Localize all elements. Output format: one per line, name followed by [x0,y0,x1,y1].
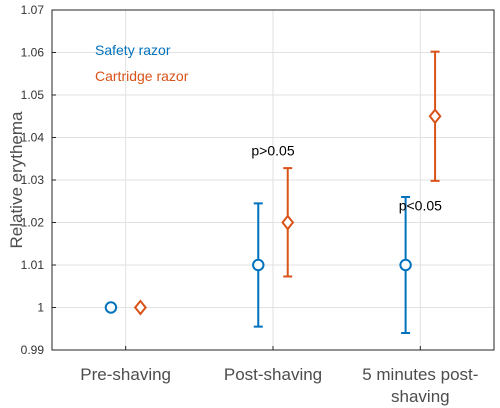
p-value-annotation: p>0.05 [251,142,294,158]
y-axis-title: Relative erythema [7,111,26,249]
p-value-annotation: p<0.05 [399,198,442,214]
data-point-diamond [133,299,147,316]
annotations: p>0.05 p<0.05 [251,142,442,213]
plot-border [51,9,495,351]
x-category-label: 5 minutes post-shaving [362,365,478,406]
data-point-diamond [281,214,295,231]
legend-entry: Safety razor [95,42,171,58]
legend-entry: Cartridge razor [95,68,189,84]
y-tick-label: 0.99 [21,343,45,357]
x-category-labels: Pre-shaving Post-shaving 5 minutes post-sh… [80,365,478,406]
x-category-label: Post-shaving [224,365,322,384]
y-tick-label: 1.07 [21,3,45,17]
y-tick-label: 1.06 [21,46,45,60]
y-tick-label: 1.05 [21,88,45,102]
y-tick-label: 1.04 [21,131,45,145]
data-point-diamond [428,108,442,125]
x-category-label-line: shaving [391,387,450,406]
data-point-circle [399,258,412,272]
data-point-circle [252,258,265,272]
x-category-label: Pre-shaving [80,365,171,384]
x-category-label-line: Post-shaving [224,365,322,384]
y-tick-label: 1.01 [21,258,45,272]
y-tick-labels: 0.99 1 1.01 1.02 1.03 1.04 1.05 1.06 1.07 [21,3,45,357]
y-tick-label: 1.02 [21,216,45,230]
x-category-label-line: Pre-shaving [80,365,171,384]
data-point-circle [104,301,118,314]
legend: Safety razor Cartridge razor [95,42,189,84]
y-tick-label: 1 [37,301,44,315]
y-tick-label: 1.03 [21,173,45,187]
grid [52,9,494,351]
x-category-label-line: 5 minutes post- [362,365,478,384]
data-marks [104,50,442,334]
